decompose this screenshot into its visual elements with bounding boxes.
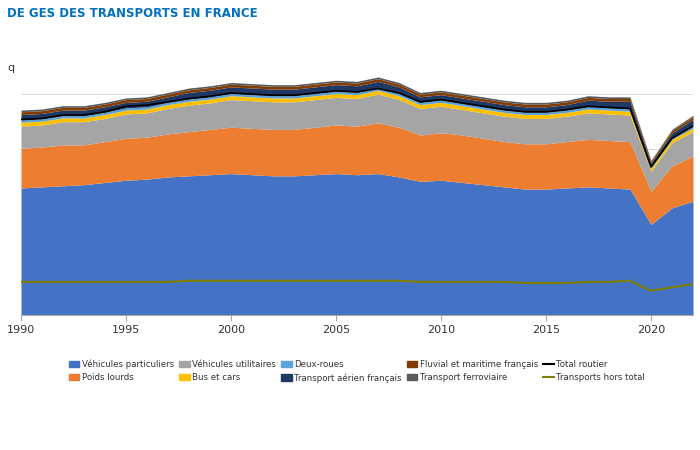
Legend: Véhicules particuliers, Poids lourds, Véhicules utilitaires, Bus et cars, Deux-r: Véhicules particuliers, Poids lourds, Vé… <box>66 356 648 386</box>
Text: q: q <box>7 63 14 73</box>
Text: DE GES DES TRANSPORTS EN FRANCE: DE GES DES TRANSPORTS EN FRANCE <box>7 7 258 20</box>
